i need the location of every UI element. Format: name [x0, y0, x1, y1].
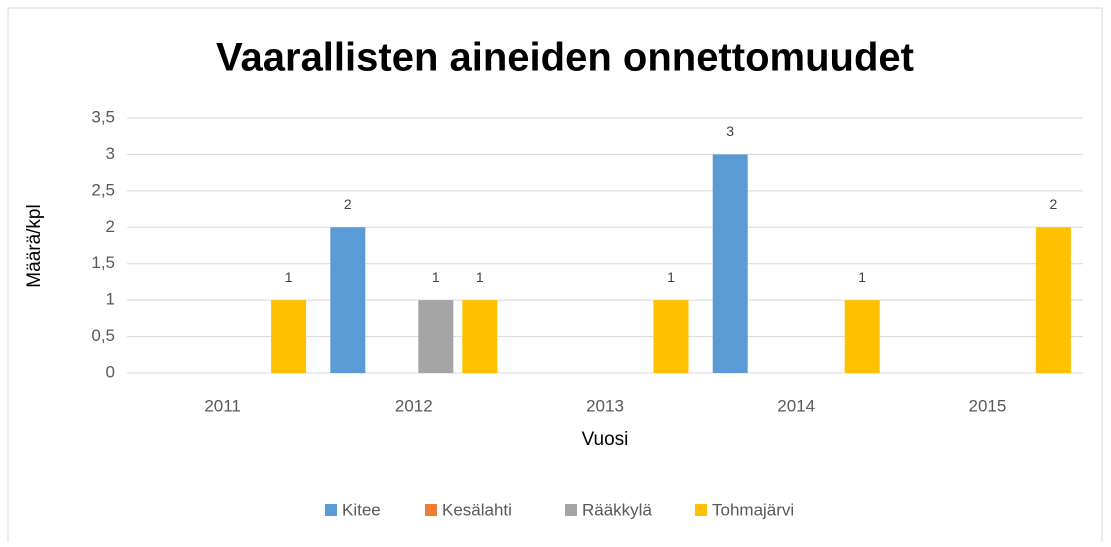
chart-frame — [7, 7, 1103, 547]
bar — [418, 300, 454, 373]
data-label: 1 — [285, 269, 293, 285]
legend-label: Tohmajärvi — [712, 500, 794, 519]
y-tick-label: 0 — [106, 362, 115, 381]
y-tick-label: 0,5 — [91, 326, 115, 345]
y-tick-label: 1 — [106, 290, 115, 309]
data-label: 3 — [726, 123, 734, 139]
legend-swatch — [565, 504, 577, 516]
legend-label: Kitee — [342, 500, 381, 519]
legend-label: Kesälahti — [442, 500, 512, 519]
bar — [271, 300, 307, 373]
data-label: 2 — [1050, 196, 1058, 212]
data-label: 1 — [858, 269, 866, 285]
legend-swatch — [425, 504, 437, 516]
data-label: 1 — [432, 269, 440, 285]
bar — [653, 300, 689, 373]
legend-label: Rääkkylä — [582, 500, 652, 519]
x-tick-label: 2014 — [777, 396, 815, 415]
y-tick-label: 2 — [106, 217, 115, 236]
x-tick-label: 2013 — [586, 396, 624, 415]
chart-title: Vaarallisten aineiden onnettomuudet — [216, 36, 914, 80]
legend-swatch — [325, 504, 337, 516]
bar — [712, 154, 748, 373]
y-tick-label: 2,5 — [91, 180, 115, 199]
y-tick-label: 3 — [106, 144, 115, 163]
bar — [844, 300, 880, 373]
data-label: 1 — [476, 269, 484, 285]
bar — [1035, 227, 1071, 373]
x-tick-label: 2015 — [968, 396, 1006, 415]
y-tick-label: 1,5 — [91, 253, 115, 272]
x-tick-label: 2011 — [204, 396, 241, 415]
x-axis-label: Vuosi — [582, 429, 629, 450]
y-axis-label: Määrä/kpl — [24, 204, 45, 287]
legend-swatch — [695, 504, 707, 516]
data-label: 2 — [344, 196, 352, 212]
data-label: 1 — [667, 269, 675, 285]
x-tick-label: 2012 — [395, 396, 433, 415]
y-tick-label: 3,5 — [91, 107, 115, 126]
bar — [330, 227, 366, 373]
bar — [462, 300, 498, 373]
